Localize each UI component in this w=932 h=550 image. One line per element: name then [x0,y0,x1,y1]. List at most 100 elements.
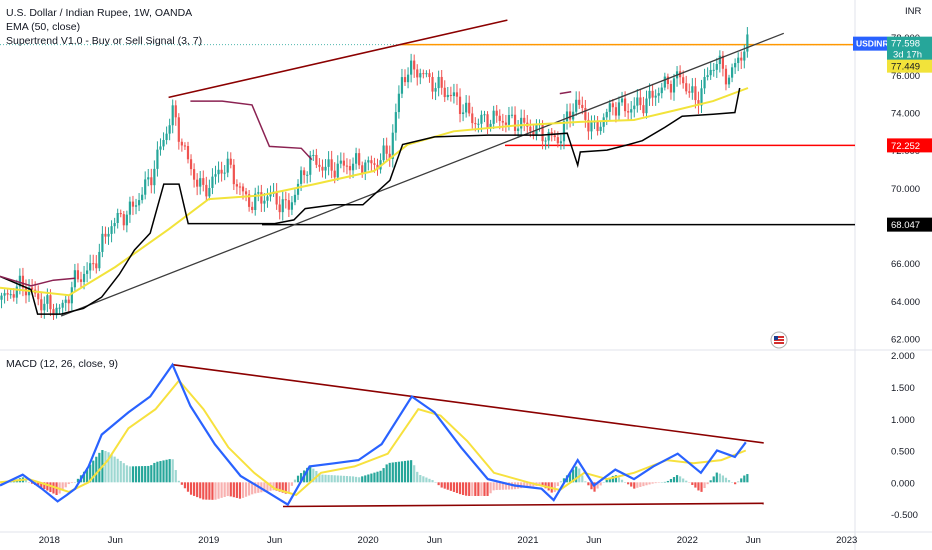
histogram-bar[interactable] [299,473,303,483]
histogram-bar[interactable] [76,478,80,483]
histogram-bar[interactable] [211,482,214,500]
candle-body[interactable] [217,169,220,175]
histogram-bar[interactable] [691,482,694,485]
candle-body[interactable] [293,194,297,203]
histogram-bar[interactable] [648,482,651,485]
candle-body[interactable] [630,109,633,113]
histogram-bar[interactable] [608,477,611,483]
candle-body[interactable] [578,99,581,105]
candle-body[interactable] [223,172,226,174]
histogram-bar[interactable] [287,482,290,493]
symbol-title[interactable]: U.S. Dollar / Indian Rupee, 1W, OANDA [6,7,193,19]
candle-body[interactable] [443,87,446,98]
histogram-bar[interactable] [214,482,217,500]
histogram-bar[interactable] [627,482,630,485]
histogram-bar[interactable] [645,482,648,486]
candle-body[interactable] [309,155,312,175]
candle-body[interactable] [703,77,706,89]
histogram-bar[interactable] [122,463,125,483]
histogram-bar[interactable] [385,464,388,483]
candle-body[interactable] [471,113,474,124]
candle-body[interactable] [211,176,214,188]
histogram-bar[interactable] [428,478,431,483]
candle-body[interactable] [477,123,480,125]
histogram-bar[interactable] [223,482,226,497]
histogram-bar[interactable] [471,482,474,496]
candle-body[interactable] [119,212,122,215]
histogram-bar[interactable] [153,462,156,483]
candle-body[interactable] [406,74,410,83]
candle-body[interactable] [617,102,621,116]
candle-body[interactable] [168,125,171,134]
candle-body[interactable] [691,86,694,93]
candle-body[interactable] [724,68,728,85]
candle-body[interactable] [122,214,125,226]
histogram-bar[interactable] [248,482,251,496]
candle-body[interactable] [694,86,697,101]
candle-body[interactable] [61,302,64,308]
histogram-bar[interactable] [679,476,682,483]
histogram-bar[interactable] [709,480,712,483]
histogram-bar[interactable] [186,482,190,492]
macd-trendline[interactable] [282,502,764,508]
histogram-bar[interactable] [410,460,413,483]
candle-body[interactable] [458,96,462,115]
candle-body[interactable] [9,294,12,296]
candle-body[interactable] [737,57,740,64]
histogram-bar[interactable] [180,482,183,485]
candle-body[interactable] [730,67,734,78]
histogram-bar[interactable] [318,473,321,483]
candle-body[interactable] [238,186,242,188]
candle-body[interactable] [403,77,407,83]
histogram-bar[interactable] [37,482,40,487]
candle-body[interactable] [605,111,608,118]
histogram-bar[interactable] [529,482,532,487]
supertrend-legend[interactable]: Supertrend V1.0 - Buy or Sell Signal (3,… [6,35,203,47]
histogram-bar[interactable] [296,475,300,483]
candle-body[interactable] [18,275,21,287]
histogram-bar[interactable] [590,482,593,490]
candle-body[interactable] [639,97,642,106]
candle-body[interactable] [177,117,180,142]
candle-body[interactable] [559,141,563,144]
histogram-bar[interactable] [137,466,141,483]
histogram-bar[interactable] [572,469,575,483]
histogram-bar[interactable] [244,482,248,497]
candle-body[interactable] [348,166,352,171]
candle-body[interactable] [452,92,456,97]
histogram-bar[interactable] [144,466,147,483]
candle-body[interactable] [159,146,162,150]
candle-body[interactable] [248,194,251,207]
histogram-bar[interactable] [688,482,691,483]
candle-body[interactable] [131,201,135,207]
candle-body[interactable] [165,133,168,141]
histogram-bar[interactable] [727,480,731,483]
candle-body[interactable] [523,117,526,123]
histogram-bar[interactable] [581,475,584,483]
histogram-bar[interactable] [355,476,358,483]
candle-body[interactable] [67,299,70,304]
candle-body[interactable] [440,76,443,88]
candle-body[interactable] [397,93,400,113]
candle-body[interactable] [394,112,397,133]
candle-body[interactable] [296,183,300,195]
histogram-bar[interactable] [584,481,587,483]
candle-body[interactable] [636,97,639,106]
support-badge-box[interactable] [887,217,932,232]
histogram-bar[interactable] [156,461,159,483]
histogram-bar[interactable] [125,465,128,483]
candle-body[interactable] [321,166,324,171]
candle-body[interactable] [86,270,89,274]
histogram-bar[interactable] [293,479,297,483]
candle-body[interactable] [734,63,737,68]
candle-body[interactable] [614,107,618,116]
candle-body[interactable] [721,55,725,69]
histogram-bar[interactable] [272,482,275,491]
histogram-bar[interactable] [443,482,446,489]
candle-body[interactable] [205,184,208,197]
histogram-bar[interactable] [30,482,34,484]
histogram-bar[interactable] [306,467,309,483]
histogram-bar[interactable] [64,482,67,488]
histogram-bar[interactable] [358,477,361,483]
histogram-bar[interactable] [468,482,471,496]
